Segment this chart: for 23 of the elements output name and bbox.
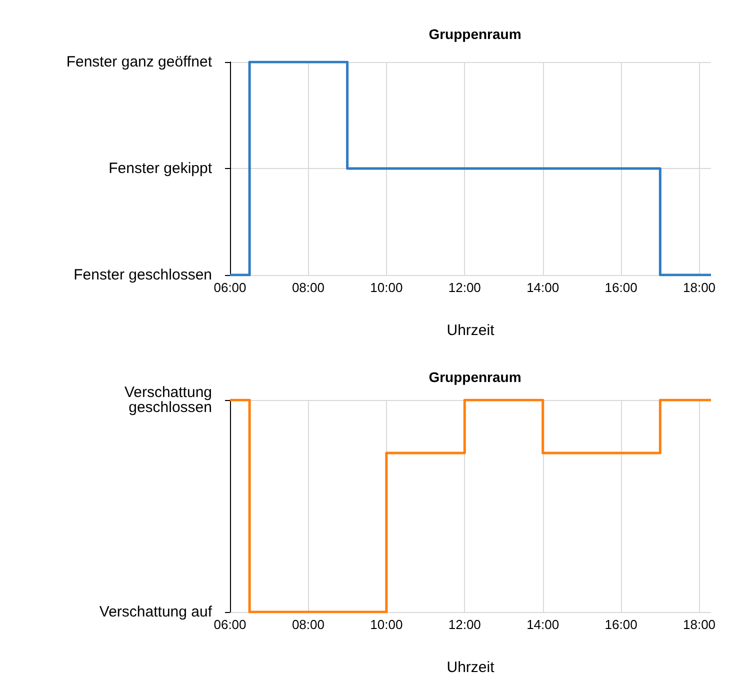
text: Fenster ganz geöffnet bbox=[66, 54, 213, 70]
x-tick-label: 08:00 bbox=[292, 617, 324, 632]
x-tick-label: 12:00 bbox=[448, 280, 481, 295]
x-tick-label: 18:00 bbox=[682, 617, 716, 632]
x-axis-title: Uhrzeit bbox=[446, 659, 496, 676]
x-tick-label: 10:00 bbox=[370, 280, 403, 295]
x-tick-label: 16:00 bbox=[604, 280, 638, 295]
x-tick-label: 18:00 bbox=[682, 280, 716, 295]
text: Verschattung auf bbox=[99, 604, 213, 620]
x-tick-label: 06:00 bbox=[214, 280, 246, 295]
x-tick-label: 12:00 bbox=[448, 617, 481, 632]
x-tick-label: 06:00 bbox=[214, 617, 246, 632]
x-tick-label: 14:00 bbox=[526, 617, 560, 632]
text: Verschattung geschlossen bbox=[124, 384, 212, 416]
text: Fenster gekippt bbox=[108, 160, 213, 177]
x-tick-label: 14:00 bbox=[526, 280, 560, 295]
x-axis-title: Uhrzeit bbox=[446, 322, 496, 339]
x-tick-label: 08:00 bbox=[292, 280, 324, 295]
text: Fenster geschlossen bbox=[74, 266, 212, 284]
chart-title: Gruppenraum bbox=[428, 26, 522, 42]
x-tick-label: 16:00 bbox=[604, 617, 638, 632]
chart-title: Gruppenraum bbox=[428, 369, 522, 385]
x-tick-label: 10:00 bbox=[370, 617, 403, 632]
